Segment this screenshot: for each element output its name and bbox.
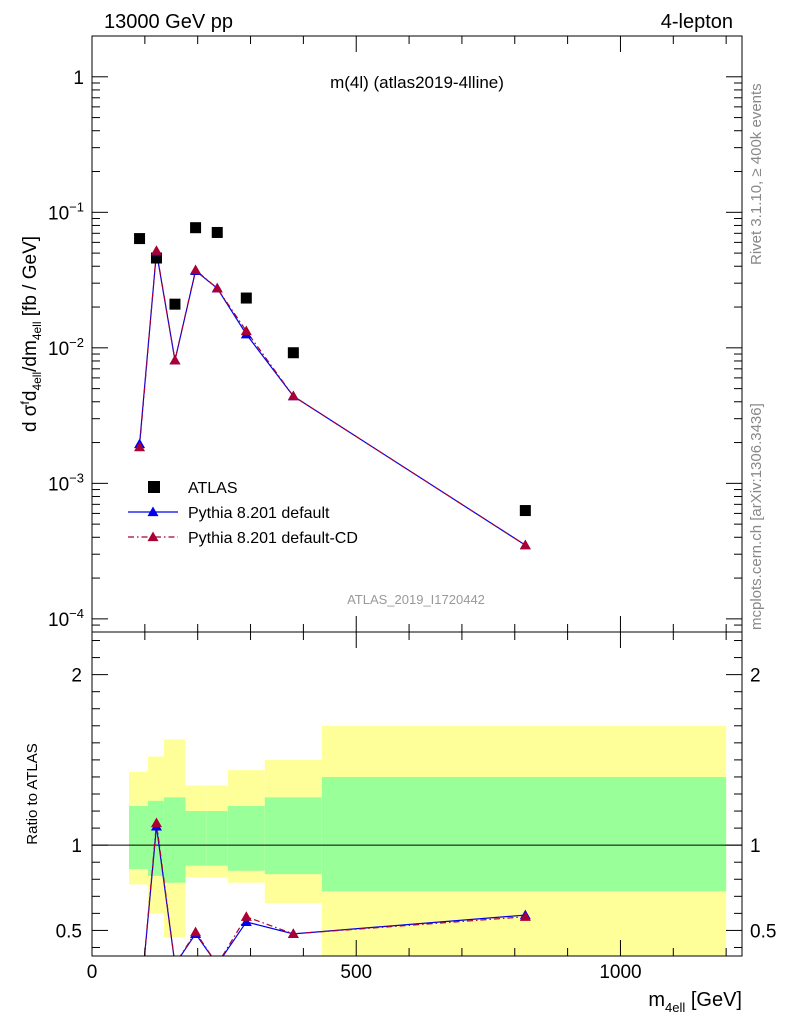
data-point-atlas [519, 505, 531, 517]
data-point-atlas [134, 233, 146, 245]
legend-marker-atlas [148, 481, 160, 493]
ratio-series-line [143, 826, 526, 956]
x-tick-label: 1000 [599, 962, 641, 983]
ratio-plot-frame [91, 631, 743, 957]
main-y-tick-label: 10−4 [48, 606, 84, 631]
ratio-point-pythia-cd [519, 911, 531, 921]
data-point-atlas [190, 222, 202, 234]
ratio-point-pythia-cd [240, 911, 252, 921]
data-point-pythia-cd [190, 264, 202, 275]
ratio-y-axis-title: Ratio to ATLAS [24, 743, 41, 844]
ratio-point-pythia-default [240, 916, 252, 927]
data-point-atlas [287, 347, 299, 359]
ratio-y-tick-label-left: 2 [71, 666, 82, 687]
legend-label: ATLAS [188, 480, 238, 497]
main-panel: m(4l) (atlas2019-4lline) ATLAS_2019_I172… [18, 35, 743, 633]
data-point-pythia-cd [519, 539, 531, 550]
ratio-y-tick-label-right: 2 [750, 666, 761, 687]
main-y-tick-label: 1 [73, 68, 84, 89]
data-point-atlas [150, 252, 162, 264]
ratio-point-pythia-cd [190, 926, 202, 937]
main-y-tick-label: 10−3 [48, 470, 84, 495]
ratio-y-tick-label-left: 1 [71, 836, 82, 857]
ratio-y-tick-label-right: 0.5 [750, 921, 776, 942]
data-point-pythia-cd [211, 282, 223, 293]
uncertainty-band-inner [128, 805, 149, 870]
legend: ATLAS Pythia 8.201 default Pythia 8.201 de… [128, 480, 358, 547]
mcplots-side-label: mcplots.cern.ch [arXiv:1306.3436] [748, 403, 765, 630]
legend-label: Pythia 8.201 default-CD [188, 530, 358, 547]
main-series-line [138, 251, 526, 546]
data-point-pythia-cd [150, 245, 162, 255]
ratio-point-pythia-cd [287, 928, 299, 938]
uncertainty-band-inner [227, 805, 265, 871]
ratio-y-tick-label-left: 0.5 [56, 921, 82, 942]
svg-text:d σfd4ell/dm4ell [fb / GeV]: d σfd4ell/dm4ell [fb / GeV] [18, 236, 44, 432]
data-point-atlas [211, 226, 223, 238]
main-series-line [138, 250, 526, 546]
uncertainty-band-inner [206, 811, 228, 866]
uncertainty-band-inner [163, 797, 186, 883]
ratio-point-pythia-cd [150, 817, 162, 828]
legend-marker-triangle [147, 506, 159, 517]
main-y-tick-label: 10−2 [48, 335, 84, 360]
rivet-side-label: Rivet 3.1.10, ≥ 400k events [748, 83, 765, 265]
data-point-pythia-cd [240, 325, 252, 336]
data-point-pythia-cd [287, 390, 299, 401]
x-axis-title: m4ell [GeV] [648, 989, 742, 1015]
uncertainty-band-inner [321, 776, 727, 892]
ratio-series-line [143, 822, 526, 956]
main-title: m(4l) (atlas2019-4lline) [330, 73, 504, 92]
data-point-atlas [240, 292, 252, 304]
ratio-panel: 0.5 0.5 1 1 2 2 0 500 1000 Ratio to ATLAS m4ell … [24, 631, 776, 1015]
data-point-atlas [169, 298, 181, 310]
legend-label: Pythia 8.201 default [188, 505, 330, 522]
uncertainty-band-inner [264, 797, 322, 875]
watermark-label: ATLAS_2019_I1720442 [347, 592, 485, 607]
x-tick-label: 500 [340, 962, 372, 983]
ratio-y-tick-label-right: 1 [750, 836, 761, 857]
main-y-tick-label: 10−1 [48, 199, 84, 224]
uncertainty-band-inner [185, 811, 207, 866]
header-left-label: 13000 GeV pp [104, 11, 233, 33]
main-y-axis-title: d σfd4ell/dm4ell [fb / GeV] [18, 236, 44, 432]
data-point-pythia-cd [169, 354, 181, 365]
legend-marker-triangle [147, 531, 159, 542]
header-right-label: 4-lepton [661, 11, 733, 33]
x-tick-label: 0 [87, 962, 98, 983]
data-point-pythia-cd [134, 441, 146, 452]
